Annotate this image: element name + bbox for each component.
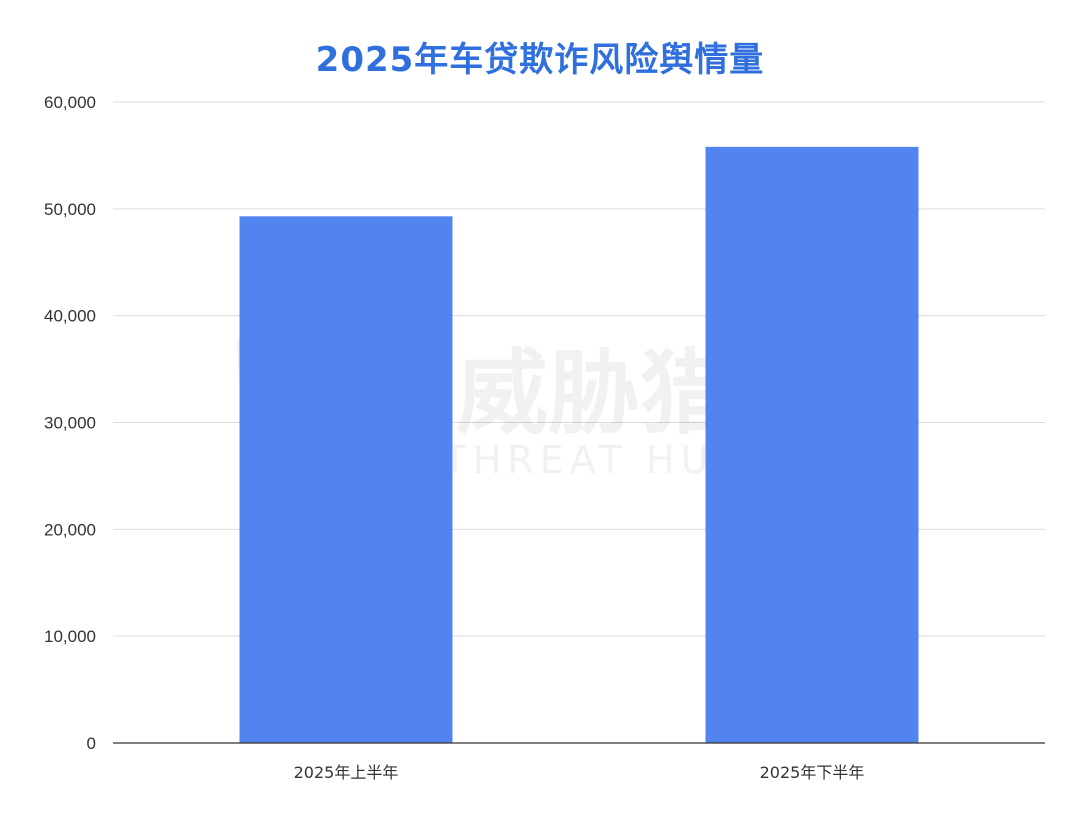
y-tick-label: 30,000 bbox=[44, 414, 96, 433]
y-tick-label: 0 bbox=[87, 734, 96, 753]
y-axis: 0 10,000 20,000 30,000 40,000 50,000 60,000 bbox=[44, 93, 96, 753]
x-tick-label: 2025年上半年 bbox=[294, 763, 399, 782]
bar bbox=[239, 216, 453, 744]
x-axis: 2025年上半年 2025年下半年 bbox=[113, 742, 1045, 782]
y-tick-label: 60,000 bbox=[44, 93, 96, 112]
y-tick-label: 40,000 bbox=[44, 307, 96, 326]
bars bbox=[239, 146, 919, 744]
y-tick-label: 20,000 bbox=[44, 520, 96, 539]
chart-title: 2025年车贷欺诈风险舆情量 bbox=[315, 40, 765, 80]
bar bbox=[705, 146, 919, 743]
y-tick-label: 10,000 bbox=[44, 627, 96, 646]
x-tick-label: 2025年下半年 bbox=[760, 763, 865, 782]
y-tick-label: 50,000 bbox=[44, 200, 96, 219]
